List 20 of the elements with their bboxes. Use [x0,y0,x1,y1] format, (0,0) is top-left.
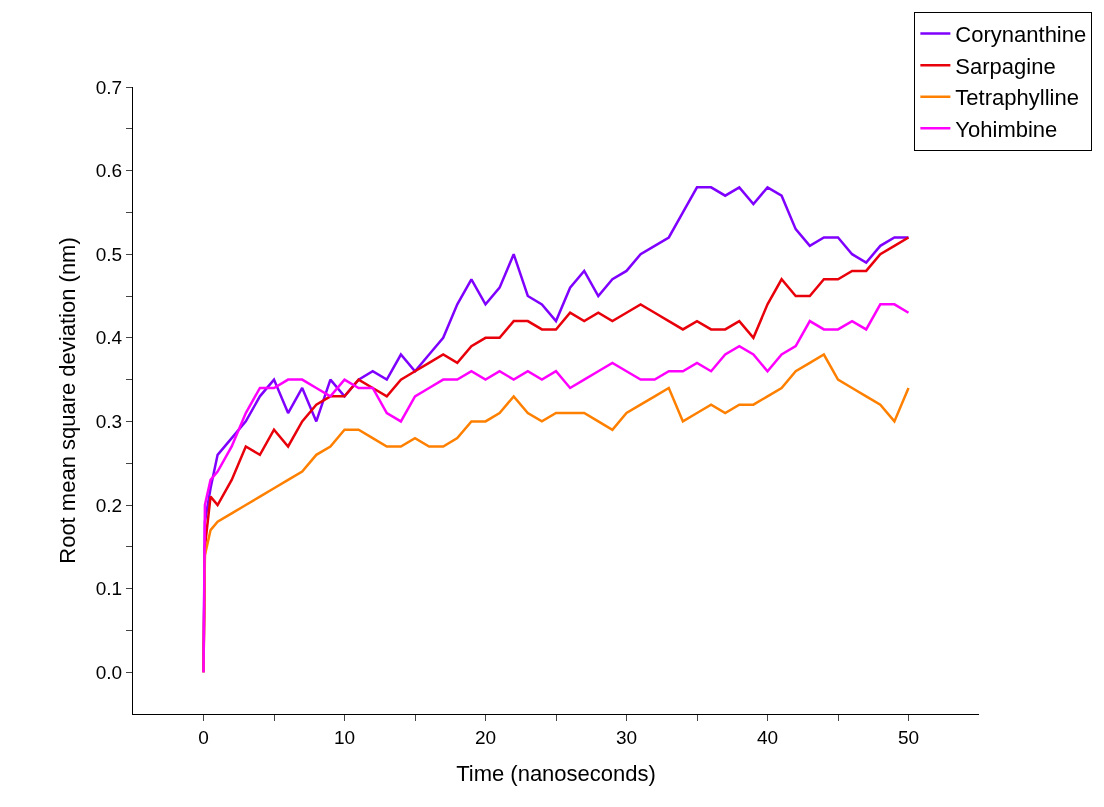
x-tick-label: 0 [198,726,209,748]
x-tick-label: 20 [474,726,497,748]
x-tick-label: 10 [333,726,356,748]
y-tick-label: 0.5 [95,243,123,265]
y-tick-label: 0.7 [95,76,123,98]
y-tick-label: 0.4 [95,327,123,349]
legend-label: Corynanthine [955,22,1087,48]
y-axis-title: Root mean square deviation (nm) [54,237,80,564]
x-tick-label: 50 [897,726,920,748]
y-tick-label: 0.3 [95,411,123,433]
y-tick-label: 0.2 [95,494,123,516]
legend-label: Tetraphylline [955,85,1079,111]
x-axis-title: Time (nanoseconds) [456,760,656,786]
y-tick-label: 0.6 [95,160,123,182]
x-tick-label: 30 [615,726,638,748]
legend-label: Sarpagine [955,53,1056,79]
y-tick-label: 0.0 [95,661,123,683]
x-tick-label: 40 [756,726,779,748]
legend-label: Yohimbine [955,116,1058,142]
y-tick-label: 0.1 [95,578,123,600]
